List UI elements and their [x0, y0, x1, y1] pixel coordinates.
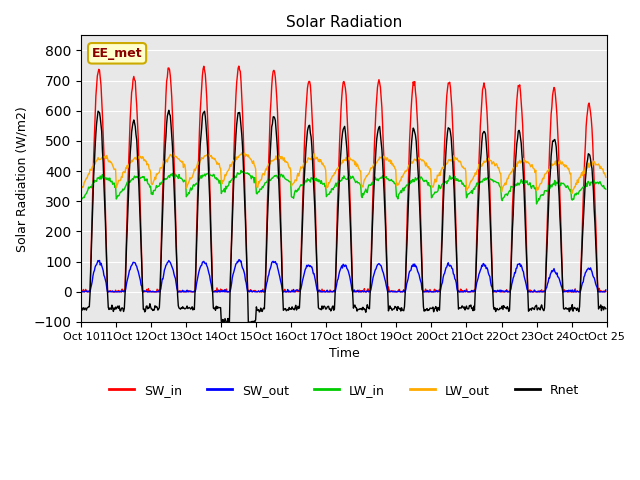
Legend: SW_in, SW_out, LW_in, LW_out, Rnet: SW_in, SW_out, LW_in, LW_out, Rnet [104, 379, 584, 402]
X-axis label: Time: Time [328, 347, 359, 360]
Y-axis label: Solar Radiation (W/m2): Solar Radiation (W/m2) [15, 106, 28, 252]
Title: Solar Radiation: Solar Radiation [286, 15, 402, 30]
Text: EE_met: EE_met [92, 47, 143, 60]
